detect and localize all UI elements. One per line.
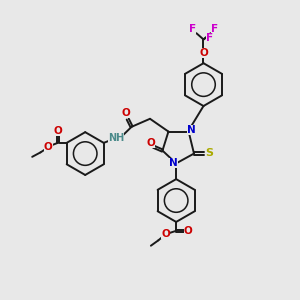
Text: O: O <box>146 139 155 148</box>
Text: O: O <box>44 142 52 152</box>
Text: NH: NH <box>108 133 124 143</box>
Text: H: H <box>113 134 122 144</box>
Text: O: O <box>161 230 170 239</box>
Text: F: F <box>211 24 218 34</box>
Text: N: N <box>169 158 178 168</box>
Text: O: O <box>121 108 130 118</box>
Text: O: O <box>199 47 208 58</box>
Text: F: F <box>189 24 196 34</box>
Text: O: O <box>184 226 193 236</box>
Text: O: O <box>53 126 62 136</box>
Text: S: S <box>205 148 213 158</box>
Text: F: F <box>206 33 214 43</box>
Text: N: N <box>187 125 196 135</box>
